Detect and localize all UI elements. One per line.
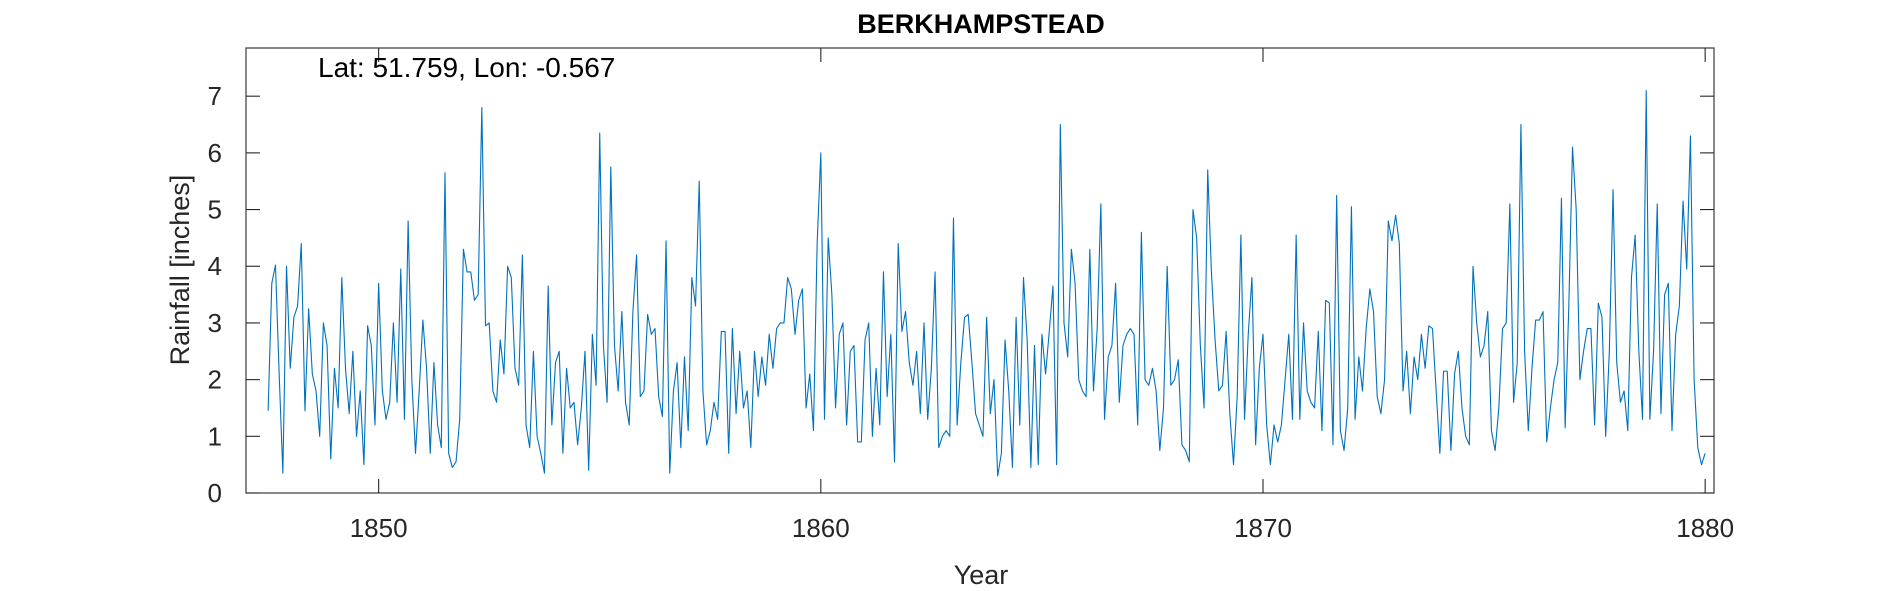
x-axis-ticks <box>378 48 1706 493</box>
y-tick-label: 2 <box>208 365 222 395</box>
rainfall-series-line <box>267 89 1706 477</box>
y-tick-label: 5 <box>208 195 222 225</box>
y-axis-label: Rainfall [inches] <box>165 175 195 366</box>
y-tick-label: 0 <box>208 478 222 508</box>
y-axis-tick-labels: 0 1 2 3 4 5 6 7 <box>208 81 222 508</box>
y-tick-label: 1 <box>208 421 222 451</box>
plot-area: 1850 1860 1870 1880 0 1 2 3 4 5 6 7 <box>208 47 1734 543</box>
axes-box <box>245 47 1715 494</box>
y-axis-ticks <box>246 95 1714 494</box>
location-annotation: Lat: 51.759, Lon: -0.567 <box>318 52 615 83</box>
y-tick-label: 3 <box>208 308 222 338</box>
x-tick-label: 1860 <box>792 513 850 543</box>
y-tick-label: 6 <box>208 138 222 168</box>
chart-title: BERKHAMPSTEAD <box>857 9 1105 39</box>
x-axis-tick-labels: 1850 1860 1870 1880 <box>350 513 1734 543</box>
x-axis-label: Year <box>954 560 1009 590</box>
x-tick-label: 1880 <box>1676 513 1734 543</box>
y-tick-label: 4 <box>208 251 222 281</box>
x-tick-label: 1850 <box>350 513 408 543</box>
x-tick-label: 1870 <box>1234 513 1292 543</box>
y-tick-label: 7 <box>208 81 222 111</box>
